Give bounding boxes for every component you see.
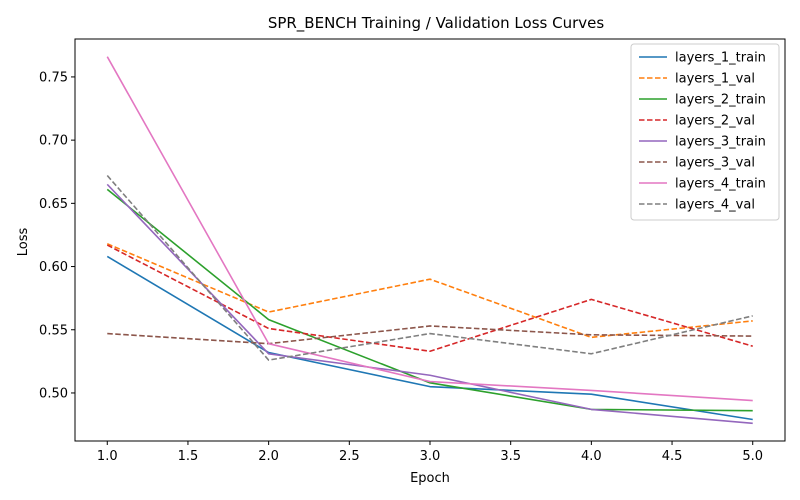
- series-line-layers_3_train: [106, 183, 753, 425]
- x-axis: 1.0 1.5 2.0 2.5 3.0 3.5 4.0 4.5 5.0: [97, 441, 763, 464]
- legend-box: [630, 43, 780, 221]
- series-line-layers_4_train: [106, 56, 753, 402]
- series-line-layers_1_train: [106, 255, 753, 421]
- series-line-layers_2_train: [106, 188, 753, 412]
- x-tick-label: 3.5: [500, 449, 521, 464]
- x-tick-label: 1.0: [97, 449, 118, 464]
- x-tick-label: 1.5: [178, 449, 199, 464]
- legend-label: layers_2_train: [675, 93, 766, 108]
- y-tick-label: 0.65: [39, 197, 68, 212]
- series-line-layers_3_val: [107, 325, 753, 345]
- series-line-layers_4_val: [106, 175, 753, 361]
- series-line-layers_1_val: [106, 243, 753, 339]
- legend-label: layers_4_train: [675, 177, 766, 192]
- plot-lines: [106, 56, 753, 425]
- x-tick-label: 3.0: [420, 449, 441, 464]
- x-tick-label: 2.5: [339, 449, 360, 464]
- y-tick-label: 0.55: [39, 323, 68, 338]
- x-axis-label: Epoch: [410, 471, 450, 486]
- x-tick-label: 5.0: [742, 449, 763, 464]
- y-tick-label: 0.70: [39, 134, 68, 149]
- y-axis: 0.50 0.55 0.60 0.65 0.70 0.75: [39, 70, 75, 401]
- y-axis-label: Loss: [16, 228, 31, 257]
- series-line-layers_2_val: [106, 244, 753, 353]
- legend-label: layers_3_train: [675, 135, 766, 150]
- y-tick-label: 0.60: [39, 260, 68, 275]
- legend-label: layers_3_val: [675, 156, 755, 171]
- chart-title: SPR_BENCH Training / Validation Loss Cur…: [268, 14, 605, 33]
- x-tick-label: 4.5: [662, 449, 683, 464]
- legend: layers_1_train layers_1_val layers_2_train…: [630, 43, 780, 221]
- legend-label: layers_1_val: [675, 72, 755, 87]
- x-tick-label: 2.0: [258, 449, 279, 464]
- legend-label: layers_4_val: [675, 198, 755, 213]
- y-tick-label: 0.75: [39, 70, 68, 85]
- legend-label: layers_2_val: [675, 114, 755, 129]
- legend-label: layers_1_train: [675, 51, 766, 66]
- y-tick-label: 0.50: [39, 386, 68, 401]
- x-tick-label: 4.0: [581, 449, 602, 464]
